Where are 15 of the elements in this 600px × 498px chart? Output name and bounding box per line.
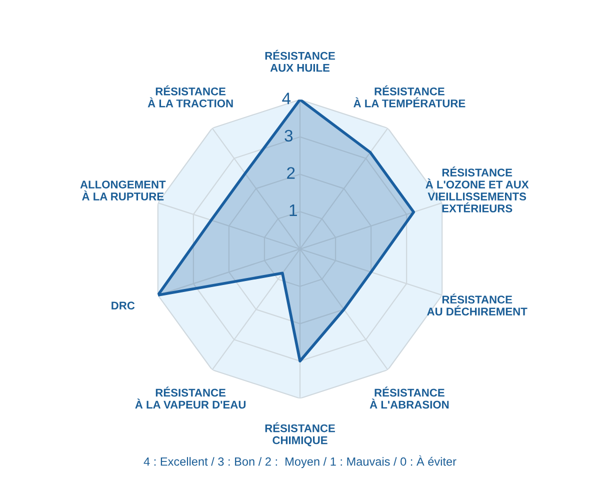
y-tick-label: 4	[282, 92, 291, 104]
spoke-label: RÉSISTANCE AU DÉCHIREMENT	[427, 294, 528, 316]
spoke-label: RÉSISTANCE À LA TRACTION	[148, 85, 233, 108]
spoke-label: RÉSISTANCE À L'OZONE ET AUX VIEILLISSEMENTS EXTÉRIEURS	[426, 166, 529, 212]
spoke-label: DRC	[112, 302, 135, 310]
spoke-label: RÉSISTANCE CHIMIQUE	[265, 422, 335, 446]
y-tick-label: 2	[287, 167, 295, 179]
text: 4 : Excellent / 3 : Bon / 2 : Moyen / 1 : Mauvais / 0 : À éviter	[144, 455, 456, 468]
y-tick-label: 1	[290, 204, 297, 216]
spoke-label: RÉSISTANCE À LA VAPEUR D'EAU	[135, 386, 246, 409]
spoke-label: RÉSISTANCE À L'ABRASION	[370, 386, 449, 409]
spoke-label: RÉSISTANCE AUX HUILE	[265, 50, 335, 72]
spoke-label: ALLONGEMENT À LA RUPTURE	[80, 180, 166, 200]
spoke-label: RÉSISTANCE À LA TEMPÉRATURE	[354, 85, 466, 108]
y-tick-label: 3	[284, 130, 293, 142]
